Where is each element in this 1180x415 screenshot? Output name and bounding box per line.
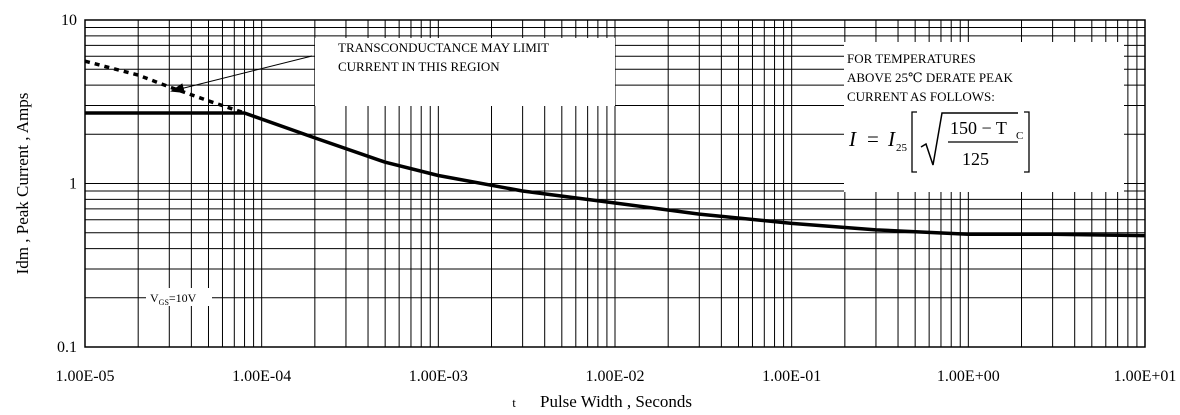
vgs-sub: GS bbox=[159, 298, 169, 307]
plot-frame bbox=[84, 19, 1146, 348]
x-axis-label: Pulse Width , Seconds bbox=[540, 392, 692, 411]
transconductance-arrow bbox=[170, 55, 313, 93]
x-tick-label: 1.00E-03 bbox=[409, 368, 468, 385]
x-tick-label: 1.00E-05 bbox=[55, 368, 114, 385]
derate-line-2: ABOVE 25℃ DERATE PEAK bbox=[847, 70, 1013, 85]
vgs-main: V bbox=[150, 291, 159, 305]
y-tick-label: 1 bbox=[69, 176, 77, 193]
formula-i25: I bbox=[887, 127, 896, 151]
formula-left-bracket bbox=[911, 111, 917, 173]
formula-i25-sub: 25 bbox=[896, 142, 908, 154]
transconductance-annotation: TRANSCONDUCTANCE MAY LIMIT CURRENT IN TH… bbox=[170, 38, 615, 106]
formula-numerator-sub: C bbox=[1016, 130, 1023, 142]
vgs-label: VGS=10V bbox=[146, 288, 212, 307]
formula-equals: = bbox=[867, 127, 879, 151]
transconductance-line-1: TRANSCONDUCTANCE MAY LIMIT bbox=[338, 40, 549, 55]
y-tick-label: 0.1 bbox=[57, 339, 77, 356]
x-tick-label: 1.00E-02 bbox=[585, 368, 644, 385]
y-axis-label: Idm , Peak Current , Amps bbox=[13, 93, 32, 275]
formula-radical bbox=[920, 112, 1018, 166]
derate-line-3: CURRENT AS FOLLOWS: bbox=[847, 89, 995, 104]
derate-box bbox=[844, 42, 1124, 192]
derate-formula: I = I 25 150 − T C 125 bbox=[848, 111, 1030, 173]
vgs-rest: =10V bbox=[169, 291, 197, 305]
transconductance-line-2: CURRENT IN THIS REGION bbox=[338, 59, 500, 74]
x-axis-label-prefix: t bbox=[512, 395, 516, 410]
peak-current-line bbox=[85, 111, 1146, 238]
tick-labels: 1.00E-05 1.00E-04 1.00E-03 1.00E-02 1.00E-01… bbox=[55, 12, 1176, 385]
derate-annotation: FOR TEMPERATURES ABOVE 25℃ DERATE PEAK C… bbox=[844, 42, 1124, 192]
vgs-label-text: VGS=10V bbox=[150, 291, 197, 307]
formula-numerator: 150 − T bbox=[950, 118, 1007, 138]
x-tick-label: 1.00E+00 bbox=[937, 368, 1000, 385]
series-lines bbox=[84, 59, 1146, 238]
x-tick-label: 1.00E-04 bbox=[232, 368, 291, 385]
x-tick-label: 1.00E+01 bbox=[1114, 368, 1177, 385]
formula-right-bracket bbox=[1024, 111, 1030, 173]
vgs-label-box bbox=[146, 288, 212, 306]
derate-line-1: FOR TEMPERATURES bbox=[847, 51, 976, 66]
transconductance-box bbox=[315, 38, 615, 106]
formula-lhs: I bbox=[848, 127, 857, 151]
formula-denominator: 125 bbox=[962, 149, 989, 169]
transconductance-limit-line bbox=[84, 59, 246, 115]
y-tick-label: 10 bbox=[61, 12, 77, 29]
x-tick-label: 1.00E-01 bbox=[762, 368, 821, 385]
